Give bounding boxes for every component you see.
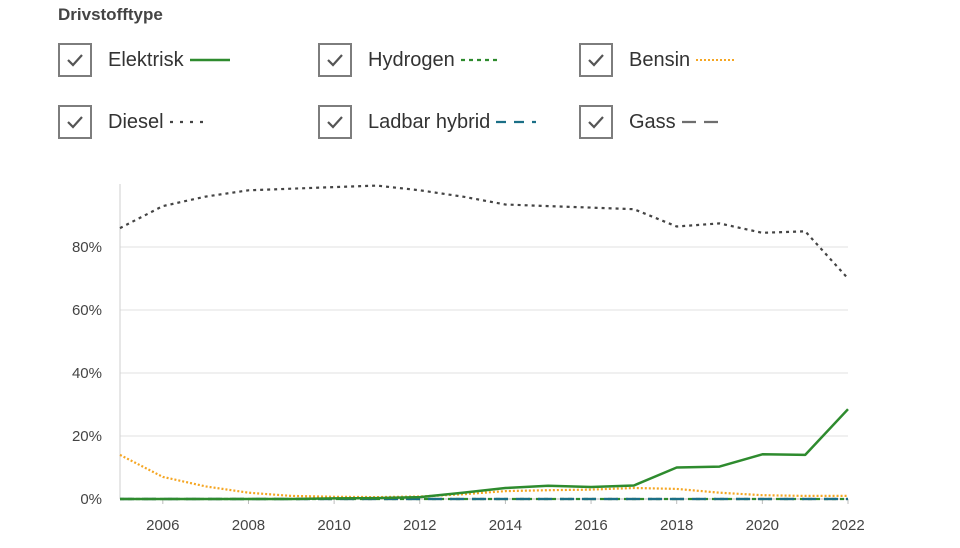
legend-label-elektrisk: Elektrisk [108, 48, 184, 71]
series-line-bensin [119, 453, 848, 499]
legend-item-elektrisk[interactable]: Elektrisk [58, 40, 230, 80]
check-icon [588, 116, 604, 129]
legend-swatch-ladbar-hybrid [496, 120, 537, 124]
legend-label-ladbar-hybrid: Ladbar hybrid [368, 110, 491, 133]
legend-swatch-gass [681, 120, 722, 124]
legend-swatch-elektrisk [189, 58, 230, 62]
legend-swatch-diesel [169, 120, 204, 124]
legend-swatch-hydrogen [460, 58, 501, 62]
legend-item-ladbar-hybrid[interactable]: Ladbar hybrid [318, 102, 537, 142]
y-tick-label: 20% [72, 428, 102, 445]
y-tick-label: 80% [72, 239, 102, 256]
checkbox-gass[interactable] [579, 105, 613, 139]
checkbox-hydrogen[interactable] [318, 43, 352, 77]
filter-title: Drivstofftype [58, 5, 163, 24]
x-tick-label: 2014 [489, 517, 522, 534]
y-tick-label: 60% [72, 302, 102, 319]
check-icon [67, 54, 83, 67]
checkbox-elektrisk[interactable] [58, 43, 92, 77]
x-tick-label: 2022 [831, 517, 864, 534]
check-icon [67, 116, 83, 129]
x-tick-label: 2006 [146, 517, 179, 534]
legend-item-gass[interactable]: Gass [579, 102, 722, 142]
legend-label-hydrogen: Hydrogen [368, 48, 455, 71]
legend-label-diesel: Diesel [108, 110, 164, 133]
x-tick-label: 2020 [746, 517, 779, 534]
x-tick-label: 2008 [232, 517, 265, 534]
series-line-elektrisk [120, 408, 849, 501]
line-chart: 0% 20% 40% 60% 80% 2006 2008 2010 2012 2014 2016 20… [72, 184, 865, 534]
check-icon [327, 116, 343, 129]
legend-item-bensin[interactable]: Bensin [579, 40, 737, 80]
legend-label-bensin: Bensin [629, 48, 691, 71]
legend-item-hydrogen[interactable]: Hydrogen [318, 40, 501, 80]
check-icon [327, 54, 343, 67]
legend-item-diesel[interactable]: Diesel [58, 102, 210, 142]
x-tick-label: 2016 [574, 517, 607, 534]
y-tick-label: 40% [72, 365, 102, 382]
series-line-diesel [119, 184, 849, 280]
check-icon [588, 54, 604, 67]
checkbox-diesel[interactable] [58, 105, 92, 139]
checkbox-ladbar-hybrid[interactable] [318, 105, 352, 139]
checkbox-bensin[interactable] [579, 43, 613, 77]
x-tick-label: 2012 [403, 517, 436, 534]
legend-swatch-bensin [696, 59, 737, 61]
y-tick-label: 0% [80, 491, 102, 508]
x-tick-label: 2018 [660, 517, 693, 534]
x-tick-label: 2010 [317, 517, 350, 534]
legend-label-gass: Gass [629, 110, 676, 133]
